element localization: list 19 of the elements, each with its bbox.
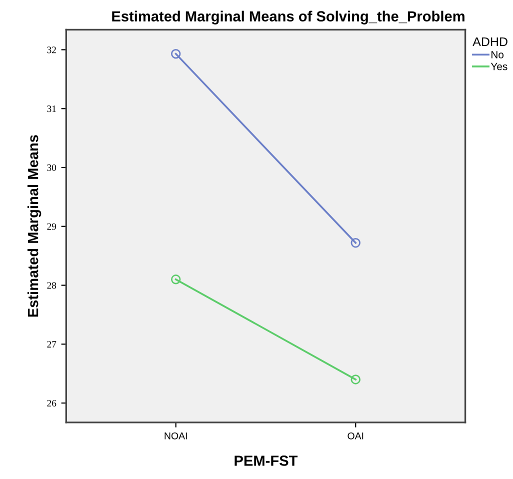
legend-label: No — [492, 51, 504, 58]
y-tick-label: 29 — [47, 223, 56, 230]
y-tick-label: 31 — [47, 106, 56, 112]
x-tick-label: NOAI — [164, 432, 187, 440]
point — [350, 374, 360, 384]
y-tick-label: 30 — [47, 164, 56, 171]
y-axis-title: Estimated Marginal Means — [28, 135, 42, 317]
point — [170, 48, 181, 59]
legend-title: ADHD — [472, 37, 508, 46]
point — [170, 274, 181, 284]
y-tick-label: 27 — [47, 341, 56, 348]
point — [350, 238, 360, 248]
y-tick-label: 26 — [47, 400, 56, 407]
y-tick-label: 32 — [47, 46, 56, 54]
chart-title: Estimated Marginal Means of Solving_the_Problem — [112, 10, 464, 24]
y-tick-label: 28 — [47, 282, 56, 289]
x-tick-label: OAI — [348, 432, 364, 440]
legend-label: Yes — [490, 62, 508, 70]
x-axis-title: PEM-FST — [234, 456, 298, 466]
